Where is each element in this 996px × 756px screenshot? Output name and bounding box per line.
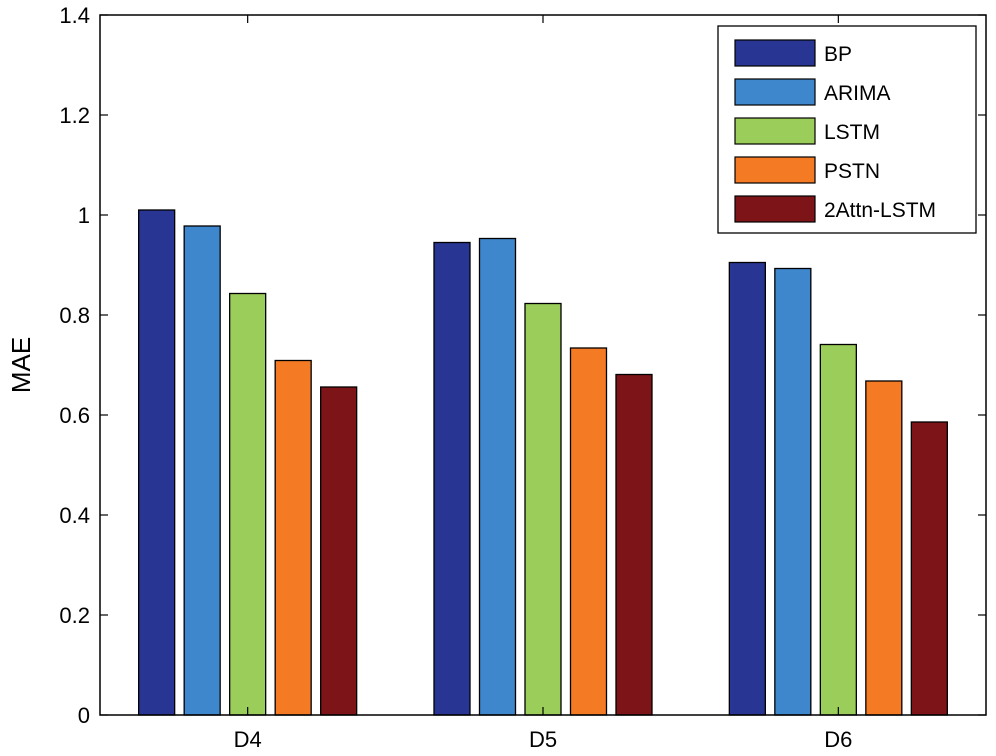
legend-swatch-2attn-lstm: [734, 195, 816, 223]
y-tick-label: 0.4: [59, 503, 90, 528]
bar-pstn-d5: [569, 347, 608, 716]
bar-arima-d4: [183, 225, 221, 716]
bar-lstm-d6: [819, 343, 857, 716]
legend-swatch-bp: [734, 39, 816, 67]
bar-2attn-lstm-d4: [320, 386, 358, 716]
bar-pstn-d4: [274, 359, 312, 716]
y-tick-label: 0.8: [59, 303, 90, 328]
legend-label-arima: ARIMA: [824, 82, 891, 105]
bar-2attn-lstm-d6: [910, 421, 948, 716]
bar-lstm-d4: [229, 292, 267, 716]
bar-pstn-d6: [865, 380, 903, 716]
bar-bp-d5: [433, 241, 471, 716]
y-tick-label: 0: [78, 703, 90, 728]
bar-bp-d4: [138, 209, 176, 716]
legend-swatch-pstn: [734, 156, 816, 184]
y-tick-label: 1.2: [59, 103, 90, 128]
legend-label-lstm: LSTM: [824, 121, 880, 144]
y-tick-label: 1.4: [59, 3, 90, 28]
legend-swatch-lstm: [734, 117, 816, 145]
y-tick-label: 0.6: [59, 403, 90, 428]
legend-label-bp: BP: [824, 43, 852, 66]
x-tick-label: D5: [529, 727, 557, 752]
bar-lstm-d5: [524, 302, 562, 716]
bar-bp-d6: [728, 261, 766, 716]
x-tick-label: D6: [824, 727, 852, 752]
legend: BP ARIMA LSTM PSTN 2Attn-LSTM: [717, 25, 977, 234]
bar-2attn-lstm-d5: [615, 373, 653, 716]
bar-arima-d5: [478, 237, 517, 716]
plot-area: [138, 209, 948, 716]
bar-arima-d6: [774, 267, 812, 716]
y-axis-title: MAE: [6, 337, 36, 393]
x-axis: D4 D5 D6: [234, 15, 852, 752]
legend-label-pstn: PSTN: [824, 160, 880, 183]
y-tick-label: 0.2: [59, 603, 90, 628]
y-axis: 0 0.2 0.4 0.6 0.8 1 1.2 1.4: [59, 3, 986, 728]
legend-swatch-arima: [734, 78, 816, 106]
y-tick-label: 1: [78, 203, 90, 228]
legend-label-2attn-lstm: 2Attn-LSTM: [824, 199, 936, 222]
x-tick-label: D4: [234, 727, 262, 752]
